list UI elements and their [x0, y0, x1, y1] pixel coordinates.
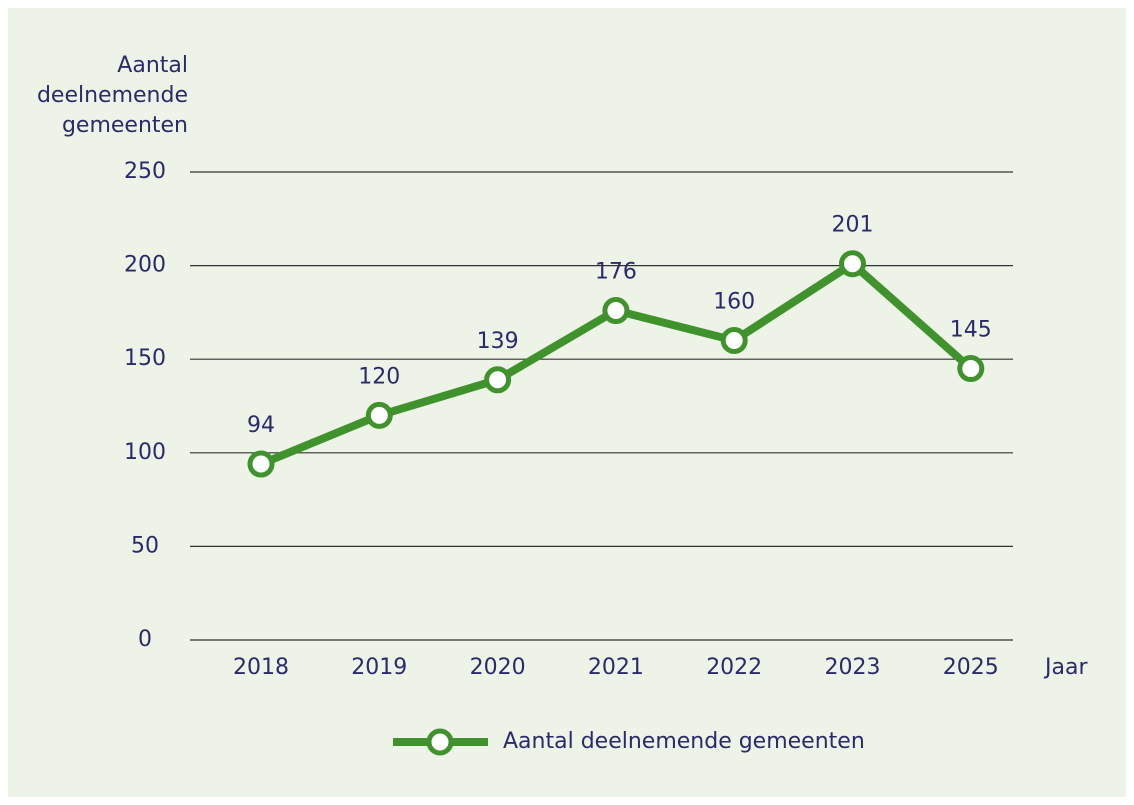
data-label: 176: [595, 260, 637, 285]
point: [839, 250, 866, 278]
point: [247, 450, 275, 478]
data-label: 120: [358, 364, 400, 389]
data-label: 201: [832, 213, 874, 238]
y-tick-label: 150: [124, 346, 166, 371]
x-tick-label: 2023: [825, 655, 881, 680]
legend-label: Aantal deelnemende gemeenten: [503, 729, 865, 754]
point: [484, 366, 512, 394]
x-tick-label: 2025: [943, 655, 999, 680]
x-tick-label: 2021: [588, 655, 644, 680]
y-axis-label-line: deelnemende: [37, 83, 188, 108]
x-axis-label: Jaar: [1043, 655, 1088, 680]
data-label: 145: [950, 318, 992, 343]
point: [602, 297, 630, 325]
point: [957, 355, 985, 383]
y-tick-label: 0: [138, 627, 152, 652]
y-tick-label: 50: [131, 533, 159, 558]
chart-background: [8, 8, 1126, 797]
x-tick-label: 2020: [470, 655, 526, 680]
legend-marker: [426, 728, 454, 756]
x-tick-label: 2018: [233, 655, 289, 680]
y-tick-label: 200: [124, 253, 166, 278]
x-tick-label: 2019: [351, 655, 407, 680]
point: [365, 401, 393, 429]
data-label: 160: [713, 289, 755, 314]
data-label: 139: [477, 329, 519, 354]
y-axis-label: Aantal deelnemende gemeenten: [37, 53, 188, 138]
y-axis-label-line: Aantal: [117, 53, 188, 78]
y-tick-label: 100: [124, 440, 166, 465]
data-label: 94: [247, 413, 275, 438]
y-axis-label-line: gemeenten: [62, 113, 188, 138]
y-tick-label: 250: [124, 159, 166, 184]
point: [720, 326, 748, 354]
x-tick-label: 2022: [706, 655, 762, 680]
